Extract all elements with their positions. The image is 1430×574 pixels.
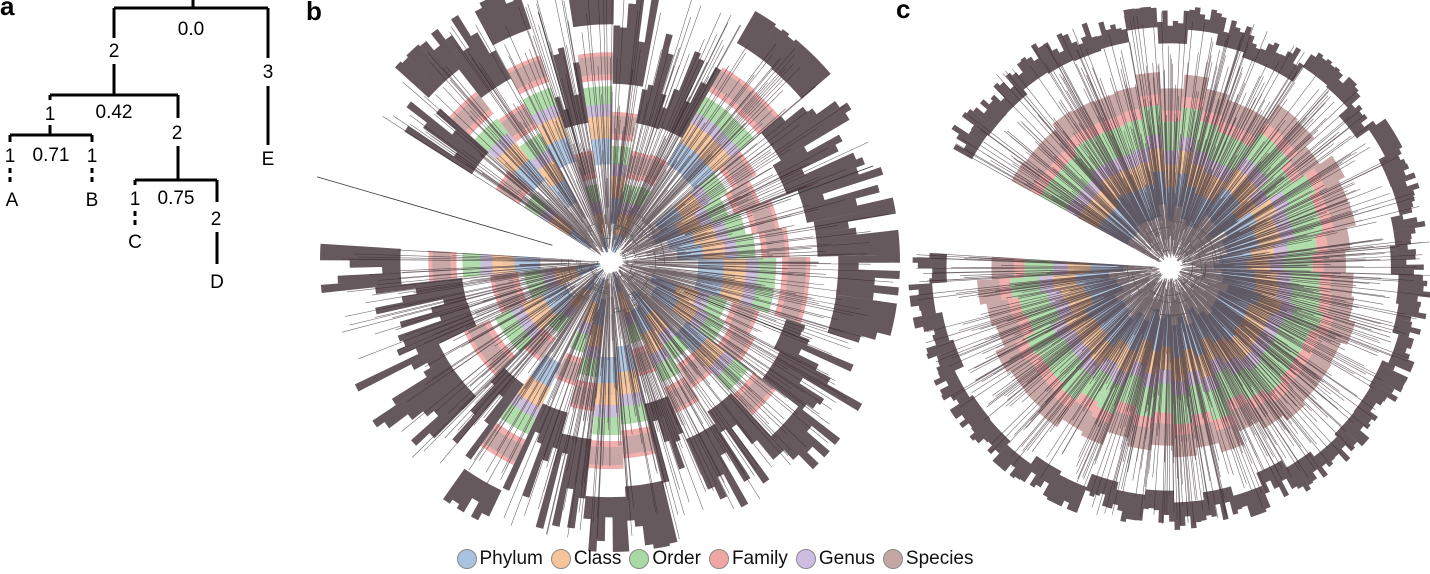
legend-swatch-class — [550, 549, 571, 569]
tree-branches — [341, 0, 894, 540]
ring-species — [1072, 100, 1102, 131]
legend-item-species: Species — [882, 548, 974, 570]
node-score-a: 1 — [5, 146, 16, 167]
legend-swatch-family — [708, 549, 729, 569]
ring-species — [578, 56, 614, 77]
ring-species — [1193, 421, 1219, 448]
ring-species — [1039, 129, 1070, 160]
legend-swatch-genus — [795, 549, 816, 569]
panel-a-tree: a 0.0 2 0.42 3 E 1 0.71 1 A 1 B 2 — [0, 0, 274, 293]
ring-genus — [530, 104, 561, 127]
panel-a-letter: a — [0, 0, 15, 21]
ring-genus — [618, 391, 644, 407]
node-score-c: 1 — [130, 189, 141, 210]
ring-species — [995, 318, 1025, 347]
long-branch — [684, 291, 810, 343]
ring-order — [1253, 145, 1290, 183]
ring-species — [1182, 74, 1209, 100]
legend-item-genus: Genus — [795, 548, 875, 570]
ring-class — [586, 112, 613, 140]
long-branch — [537, 11, 586, 176]
taxonomy-legend: Phylum Class Order Family Genus Species — [0, 544, 1430, 574]
ring-order — [1277, 174, 1316, 208]
legend-label: Species — [905, 548, 974, 569]
ring-species — [1062, 401, 1094, 432]
node-score-e: 3 — [263, 62, 274, 83]
ring-species — [723, 153, 754, 187]
long-branch — [685, 165, 874, 235]
tree-hub-arcs — [560, 209, 665, 313]
ring-species — [1238, 108, 1269, 138]
long-branch — [316, 176, 553, 246]
node-score-cd: 2 — [172, 123, 183, 144]
leaf-c: C — [128, 232, 142, 253]
ring-species — [482, 427, 523, 462]
legend-swatch-phylum — [456, 549, 477, 569]
species-fringe — [320, 0, 900, 552]
legend-item-family: Family — [708, 548, 788, 570]
score-ab: 0.71 — [33, 145, 70, 166]
node-score-ab: 1 — [45, 104, 56, 125]
panel-b-radial-tree — [316, 0, 900, 552]
node-score-b: 1 — [87, 146, 98, 167]
ring-species — [481, 342, 512, 374]
panel-b-letter: b — [306, 0, 322, 26]
ring-order — [1063, 154, 1098, 190]
ring-order — [714, 116, 755, 156]
ring-species — [711, 70, 752, 107]
leaf-e: E — [262, 149, 275, 170]
ring-species — [589, 446, 624, 466]
ring-species — [508, 58, 548, 90]
leaf-b: B — [86, 190, 99, 211]
ring-order — [1287, 213, 1324, 241]
panel-c-letter: c — [896, 0, 910, 24]
root-score: 0.0 — [178, 19, 204, 40]
legend-item-order: Order — [629, 548, 701, 570]
legend-label: Class — [573, 548, 622, 569]
leaf-a: A — [6, 190, 19, 211]
leaf-d: D — [210, 272, 224, 293]
ring-genus — [690, 112, 721, 139]
ring-genus — [487, 132, 516, 160]
ring-order — [474, 118, 514, 157]
ring-species — [739, 93, 778, 132]
legend-label: Family — [731, 548, 788, 569]
ring-order — [1060, 363, 1096, 401]
score-abcd: 0.42 — [96, 102, 133, 123]
legend-label: Order — [652, 548, 701, 569]
ring-order — [1038, 334, 1076, 369]
legend-label: Phylum — [479, 548, 543, 569]
ring-species — [1282, 120, 1315, 153]
panel-c-circular-tree — [908, 6, 1430, 530]
legend-swatch-species — [882, 549, 903, 569]
legend-item-phylum: Phylum — [456, 548, 543, 570]
score-cd: 0.75 — [158, 188, 195, 209]
ring-genus — [585, 104, 613, 119]
ring-species — [977, 278, 1002, 305]
ring-genus — [739, 281, 758, 308]
node-score-d: 2 — [211, 209, 222, 230]
legend-swatch-order — [629, 549, 650, 569]
ring-species — [432, 250, 452, 281]
legend-item-class: Class — [550, 548, 622, 570]
ring-class — [679, 119, 716, 156]
ring-species — [722, 328, 752, 360]
ring-genus — [649, 346, 672, 366]
tree-hub-arcs — [1124, 215, 1223, 317]
ring-species — [452, 94, 490, 132]
legend-label: Genus — [818, 548, 875, 569]
ring-order — [692, 96, 733, 136]
node-score-left: 2 — [109, 41, 120, 62]
ring-species — [1052, 110, 1084, 142]
ring-order — [1107, 125, 1135, 163]
ring-species — [621, 432, 656, 455]
